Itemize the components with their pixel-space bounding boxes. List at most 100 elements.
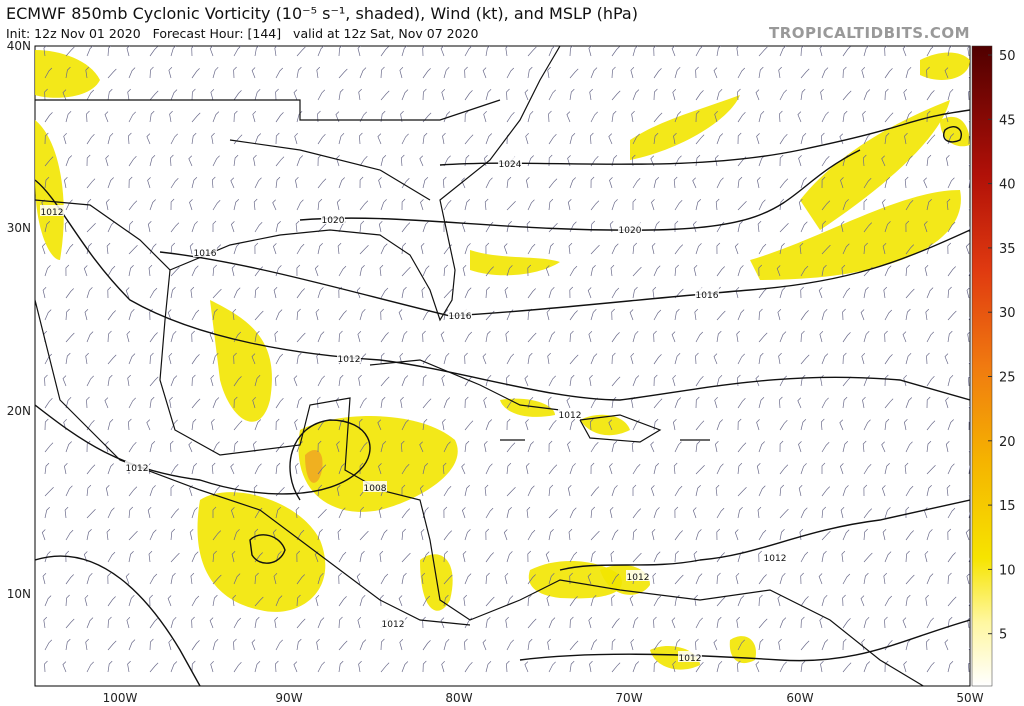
wind-barb xyxy=(485,177,493,189)
wind-barb xyxy=(296,574,305,585)
wind-barb xyxy=(379,264,384,277)
wind-barb xyxy=(589,374,593,387)
wind-barb xyxy=(821,639,829,651)
wind-barb xyxy=(883,286,888,299)
wind-barb xyxy=(632,133,640,145)
wind-barb xyxy=(905,530,914,541)
wind-barb xyxy=(968,225,970,233)
wind-barb xyxy=(296,308,301,321)
wind-barb xyxy=(317,528,323,541)
wind-barb xyxy=(211,418,215,431)
colorbar-tick-label: 45 xyxy=(999,113,1016,128)
wind-barb xyxy=(401,552,411,563)
wind-barb xyxy=(588,331,593,343)
wind-barb xyxy=(128,486,138,497)
wind-barb xyxy=(926,484,932,497)
colorbar-tick-label: 15 xyxy=(999,499,1016,514)
wind-barb xyxy=(464,440,470,453)
wind-barb xyxy=(251,639,256,651)
wind-barb xyxy=(904,462,909,475)
wind-barb xyxy=(506,660,510,673)
wind-barb xyxy=(842,308,846,321)
wind-barb xyxy=(358,374,362,387)
wind-barb xyxy=(716,330,722,343)
wind-barb xyxy=(191,132,197,145)
wind-barb xyxy=(443,550,448,563)
wind-barb xyxy=(863,661,871,673)
wind-barb xyxy=(590,441,599,453)
wind-barb xyxy=(821,155,830,167)
wind-barb xyxy=(884,112,894,123)
wind-barb xyxy=(524,661,529,673)
wind-barb xyxy=(905,397,913,409)
wind-barb xyxy=(107,374,113,387)
longitude-label: 90W xyxy=(275,691,302,705)
wind-barb xyxy=(632,375,640,387)
isobar-label-bg xyxy=(193,246,217,257)
isobar-label: 1012 xyxy=(627,573,650,583)
wind-barb xyxy=(608,419,613,431)
wind-barb xyxy=(755,661,760,673)
wind-barb xyxy=(84,595,89,607)
wind-barb xyxy=(44,176,50,189)
wind-barb xyxy=(167,309,172,321)
isobar-label-bg xyxy=(125,461,149,472)
wind-barb xyxy=(189,528,194,541)
wind-barb xyxy=(674,506,679,519)
wind-barb xyxy=(569,265,578,277)
wind-barb xyxy=(569,551,578,563)
wind-barb xyxy=(359,220,365,233)
wind-barb xyxy=(548,198,554,211)
wind-barb xyxy=(275,660,279,673)
wind-barb xyxy=(231,550,236,563)
wind-barb xyxy=(527,550,532,563)
wind-barb xyxy=(233,440,239,453)
wind-barb xyxy=(44,398,53,409)
wind-barb xyxy=(842,529,850,541)
wind-barb xyxy=(233,154,239,167)
wind-barb xyxy=(506,551,513,563)
wind-barb xyxy=(64,506,69,519)
wind-barb xyxy=(527,397,534,409)
wind-barb xyxy=(547,638,551,651)
wind-barb xyxy=(443,397,451,409)
wind-barb xyxy=(380,573,389,585)
wind-barb xyxy=(674,264,679,277)
wind-barb xyxy=(926,331,935,343)
wind-barb xyxy=(338,374,344,387)
wind-barb xyxy=(296,111,303,123)
wind-barb xyxy=(715,440,719,453)
wind-barb xyxy=(212,506,217,518)
wind-barb xyxy=(758,46,768,57)
wind-barb xyxy=(359,200,369,211)
wind-barb xyxy=(107,572,112,585)
wind-barb xyxy=(233,198,240,211)
wind-barb xyxy=(295,506,300,519)
wind-barb xyxy=(777,595,782,607)
wind-barb xyxy=(884,309,893,321)
wind-barb xyxy=(713,67,718,79)
wind-barb xyxy=(800,418,807,431)
wind-barb xyxy=(337,242,342,255)
wind-barb xyxy=(653,595,662,607)
wind-barb xyxy=(819,46,823,57)
wind-barb xyxy=(210,89,215,101)
wind-barb xyxy=(464,198,471,211)
wind-barb xyxy=(44,220,51,233)
wind-barb xyxy=(85,66,90,79)
wind-barb xyxy=(128,111,136,123)
wind-barb xyxy=(695,66,699,79)
wind-barb xyxy=(842,287,851,299)
wind-barb xyxy=(756,462,761,475)
wind-barb xyxy=(714,397,718,409)
wind-barb xyxy=(254,375,261,387)
latitude-labels: 40N 30N 20N 10N xyxy=(7,39,31,601)
wind-barb xyxy=(861,639,865,651)
wind-barb xyxy=(839,463,844,475)
wind-barb xyxy=(126,617,131,629)
wind-barb xyxy=(273,573,278,585)
wind-barb xyxy=(440,617,445,629)
wind-barb xyxy=(548,375,556,387)
wind-barb xyxy=(191,660,196,673)
wind-barb xyxy=(191,176,198,189)
